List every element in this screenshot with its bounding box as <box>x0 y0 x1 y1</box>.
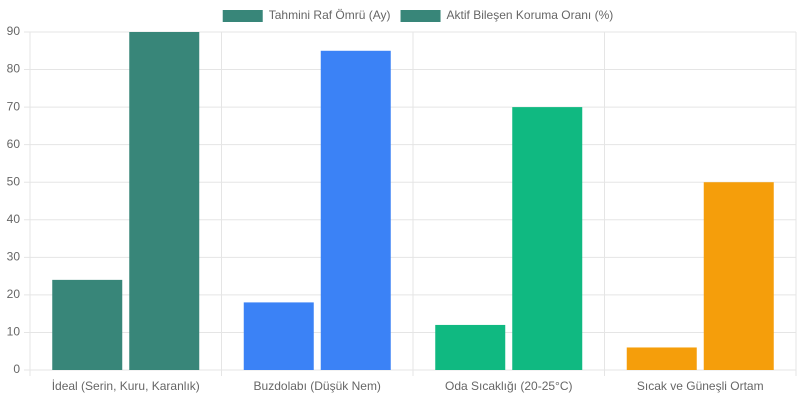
legend-label: Aktif Bileşen Koruma Oranı (%) <box>447 8 614 22</box>
x-tick-label: İdeal (Serin, Kuru, Karanlık) <box>52 379 200 393</box>
y-tick-label: 50 <box>7 174 21 188</box>
y-tick-label: 40 <box>7 212 21 226</box>
y-tick-label: 90 <box>7 24 21 38</box>
legend-label: Tahmini Raf Ömrü (Ay) <box>269 8 391 22</box>
y-tick-label: 60 <box>7 137 21 151</box>
y-tick-label: 80 <box>7 62 21 76</box>
x-tick-label: Sıcak ve Güneşli Ortam <box>637 379 764 393</box>
bar <box>320 50 391 371</box>
y-tick-label: 10 <box>7 325 21 339</box>
bar <box>626 347 697 370</box>
x-tick-label: Buzdolabı (Düşük Nem) <box>254 379 381 393</box>
bar <box>52 279 123 370</box>
bar <box>435 324 506 370</box>
bar <box>703 182 774 370</box>
y-tick-label: 70 <box>7 99 21 113</box>
bar <box>243 302 314 370</box>
bar <box>512 107 583 370</box>
bar <box>129 32 200 370</box>
y-tick-label: 20 <box>7 287 21 301</box>
legend-swatch <box>400 10 441 22</box>
x-tick-label: Oda Sıcaklığı (20-25°C) <box>445 379 573 393</box>
y-tick-label: 30 <box>7 250 21 264</box>
y-tick-label: 0 <box>13 362 20 376</box>
legend-swatch <box>222 10 263 22</box>
